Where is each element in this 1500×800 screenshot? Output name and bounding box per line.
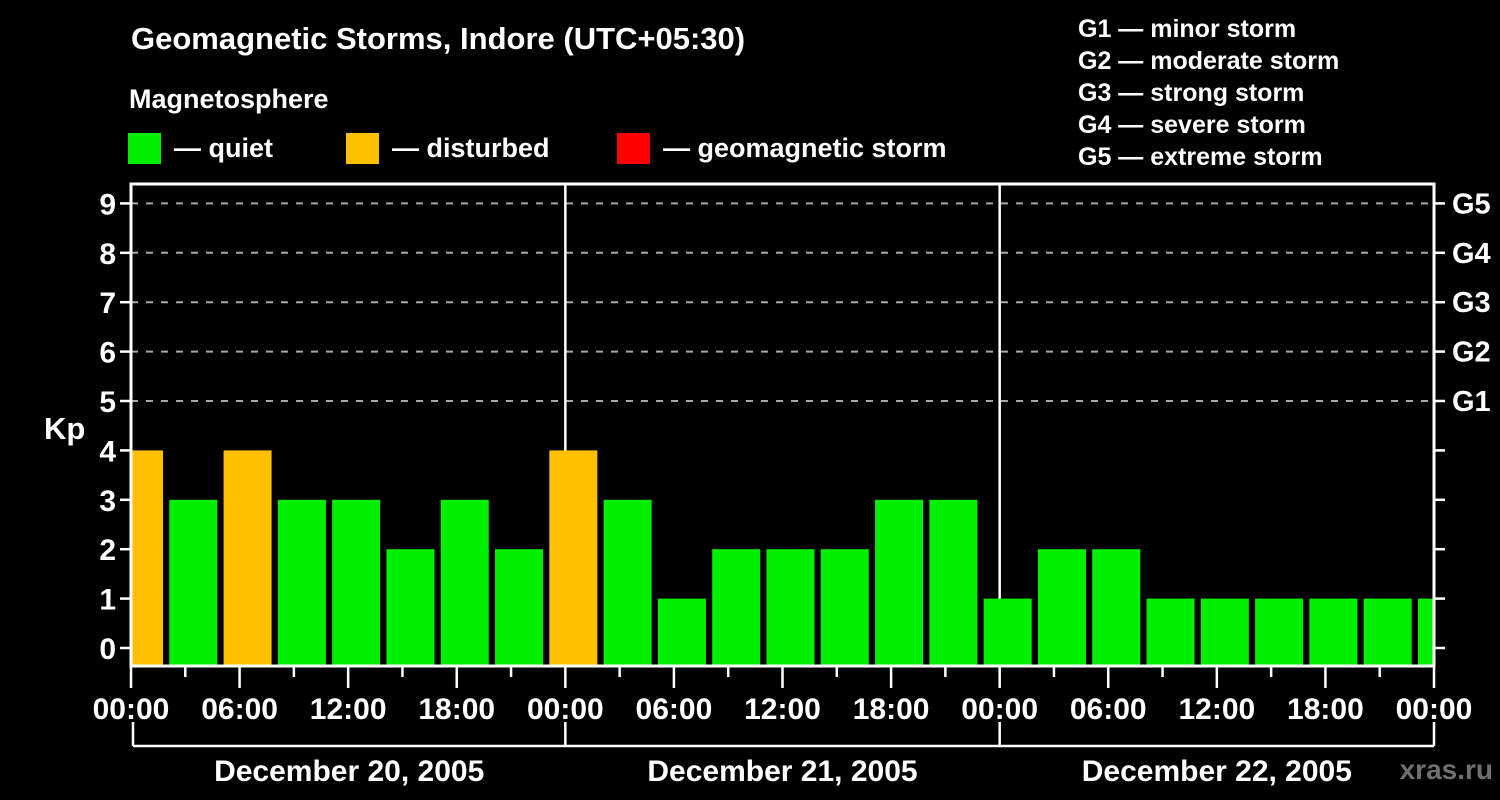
x-axis-time-label: 18:00 xyxy=(1287,693,1364,726)
kp-bar xyxy=(332,499,381,666)
storm-scale-g5: G5 — extreme storm xyxy=(1078,143,1323,171)
legend-label-disturbed: — disturbed xyxy=(392,133,550,163)
kp-bar xyxy=(820,549,869,666)
kp-bar xyxy=(1418,598,1433,666)
storm-scale-g3: G3 — strong storm xyxy=(1078,79,1305,107)
y-axis-tick-label: 8 xyxy=(99,238,116,271)
x-axis-time-label: 06:00 xyxy=(636,693,713,726)
storm-color-swatch xyxy=(617,133,650,164)
y-axis-tick-label: 7 xyxy=(99,287,116,320)
kp-bar xyxy=(1363,598,1412,666)
legend-label-quiet: — quiet xyxy=(174,133,273,163)
date-label: December 22, 2005 xyxy=(1082,755,1352,788)
kp-bar xyxy=(1309,598,1358,666)
kp-bar xyxy=(1255,598,1304,666)
x-axis-time-label: 06:00 xyxy=(1070,693,1147,726)
x-axis-time-label: 00:00 xyxy=(1396,693,1473,726)
quiet-color-swatch xyxy=(128,133,161,164)
x-axis-time-label: 00:00 xyxy=(527,693,604,726)
g-scale-label: G1 xyxy=(1452,386,1491,418)
y-axis-tick-label: 0 xyxy=(99,633,116,666)
x-axis-time-label: 18:00 xyxy=(418,693,495,726)
kp-bar xyxy=(169,499,218,666)
y-axis-tick-label: 1 xyxy=(99,584,116,617)
subtitle-magnetosphere: Magnetosphere xyxy=(129,84,329,114)
g-scale-label: G4 xyxy=(1452,238,1491,270)
page-title: Geomagnetic Storms, Indore (UTC+05:30) xyxy=(131,21,746,56)
kp-bar xyxy=(277,499,326,666)
kp-bar xyxy=(549,450,598,666)
kp-bar xyxy=(223,450,272,666)
y-axis-tick-label: 5 xyxy=(99,386,116,419)
y-axis-tick-label: 3 xyxy=(99,485,116,518)
kp-bar xyxy=(132,450,163,666)
kp-bar xyxy=(495,549,544,666)
kp-bar xyxy=(1037,549,1086,666)
g-scale-label: G2 xyxy=(1452,337,1491,369)
kp-bar xyxy=(386,549,435,666)
y-axis-tick-label: 4 xyxy=(99,435,116,468)
kp-bar xyxy=(875,499,924,666)
kp-bar xyxy=(766,549,815,666)
storm-scale-g4: G4 — severe storm xyxy=(1078,111,1306,139)
x-axis-time-label: 06:00 xyxy=(201,693,278,726)
g-scale-label: G5 xyxy=(1452,188,1491,220)
y-axis-title: Kp xyxy=(44,411,86,446)
date-label: December 20, 2005 xyxy=(214,755,484,788)
storm-scale-g1: G1 — minor storm xyxy=(1078,15,1297,43)
legend-label-storm: — geomagnetic storm xyxy=(663,133,947,163)
kp-bar xyxy=(603,499,652,666)
y-axis-tick-label: 9 xyxy=(99,188,116,221)
x-axis-time-label: 00:00 xyxy=(961,693,1038,726)
storm-scale-g2: G2 — moderate storm xyxy=(1078,47,1340,75)
legend-item-quiet: — quiet xyxy=(128,133,273,164)
watermark: xras.ru xyxy=(1399,754,1493,785)
x-axis-time-label: 12:00 xyxy=(1178,693,1255,726)
kp-bar xyxy=(440,499,489,666)
storm-scale-legend: G1 — minor storm G2 — moderate storm G3 … xyxy=(1078,13,1339,173)
disturbed-color-swatch xyxy=(346,133,379,164)
kp-bar xyxy=(657,598,706,666)
x-axis-time-label: 12:00 xyxy=(744,693,821,726)
kp-bar xyxy=(983,598,1032,666)
x-axis-time-label: 00:00 xyxy=(93,693,170,726)
y-axis-tick-label: 6 xyxy=(99,337,116,370)
legend-item-disturbed: — disturbed xyxy=(346,133,550,164)
x-axis-time-label: 18:00 xyxy=(853,693,930,726)
kp-bar xyxy=(929,499,978,666)
legend-item-storm: — geomagnetic storm xyxy=(617,133,947,164)
date-label: December 21, 2005 xyxy=(647,755,917,788)
kp-bar xyxy=(1146,598,1195,666)
g-scale-label: G3 xyxy=(1452,287,1491,319)
y-axis-tick-label: 2 xyxy=(99,534,116,567)
kp-bar xyxy=(1092,549,1141,666)
x-axis-time-label: 12:00 xyxy=(310,693,387,726)
kp-bar xyxy=(712,549,761,666)
kp-bar xyxy=(1200,598,1249,666)
